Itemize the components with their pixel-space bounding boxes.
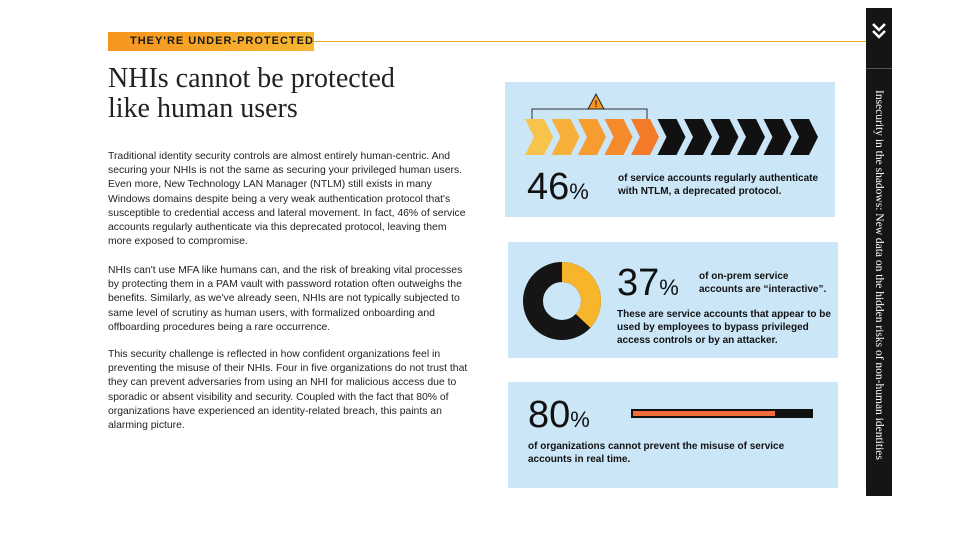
stat-37-desc: These are service accounts that appear t…: [617, 309, 831, 346]
stat-80-desc: of organizations cannot prevent the misu…: [528, 441, 785, 465]
stat-37-value: 37: [617, 262, 660, 304]
sidebar-divider: [866, 68, 892, 69]
chevron-arrow: [790, 119, 818, 155]
stat-card-ntlm: ! 46% of service accounts regularly auth…: [505, 82, 835, 217]
progress-bar-track: [631, 409, 813, 418]
chevron-arrow: [763, 119, 792, 155]
chevron-arrow: [710, 119, 739, 155]
section-tag: THEY'RE UNDER-PROTECTED: [108, 32, 314, 51]
svg-text:!: !: [595, 99, 598, 109]
stat-46-value: 46: [527, 166, 570, 208]
bracket-line: [531, 108, 648, 120]
progress-bar-fill: [633, 411, 776, 416]
stat-80-value: 80: [528, 394, 571, 436]
sidebar-tab: [866, 8, 892, 496]
donut-chart: [523, 262, 601, 340]
tag-rule: [108, 41, 866, 42]
chevron-arrow: [631, 119, 659, 155]
chevron-arrow: [525, 119, 553, 155]
stat-37-unit: %: [659, 275, 679, 300]
body-paragraph-1: Traditional identity security controls a…: [108, 151, 466, 248]
page-title: NHIs cannot be protected like human user…: [108, 64, 488, 124]
stat-46-number: 46%: [527, 168, 589, 211]
chevron-graphic: !: [525, 92, 818, 155]
body-paragraph-2: NHIs can't use MFA like humans can, and …: [108, 265, 463, 333]
stat-80-number: 80%: [528, 396, 590, 439]
stat-37-headline: of on-prem service accounts are “interac…: [699, 271, 827, 295]
stat-46-desc: of service accounts regularly authentica…: [618, 173, 819, 197]
chevron-arrow: [737, 119, 765, 155]
title-line-2: like human users: [108, 93, 298, 124]
chevron-arrow: [604, 119, 633, 155]
body-paragraph-3: This security challenge is reflected in …: [108, 349, 468, 432]
chevron-arrow: [657, 119, 686, 155]
sidebar-notch: [866, 486, 892, 496]
warning-icon: !: [587, 92, 605, 110]
chevron-arrow: [578, 119, 606, 155]
stat-46-unit: %: [569, 179, 589, 204]
stat-card-interactive: 37% of on-prem service accounts are “int…: [508, 242, 838, 358]
stat-37-number: 37%: [617, 264, 679, 307]
chevron-arrow: [684, 119, 712, 155]
chevron-down-icon: [872, 23, 886, 39]
stat-80-unit: %: [570, 407, 590, 432]
chevron-arrow: [551, 119, 580, 155]
donut-segment: [523, 262, 601, 340]
sidebar-title: Insecurity in the shadows: New data on t…: [873, 90, 885, 460]
stat-card-misuse: 80% of organizations cannot prevent the …: [508, 382, 838, 488]
title-line-1: NHIs cannot be protected: [108, 63, 395, 94]
